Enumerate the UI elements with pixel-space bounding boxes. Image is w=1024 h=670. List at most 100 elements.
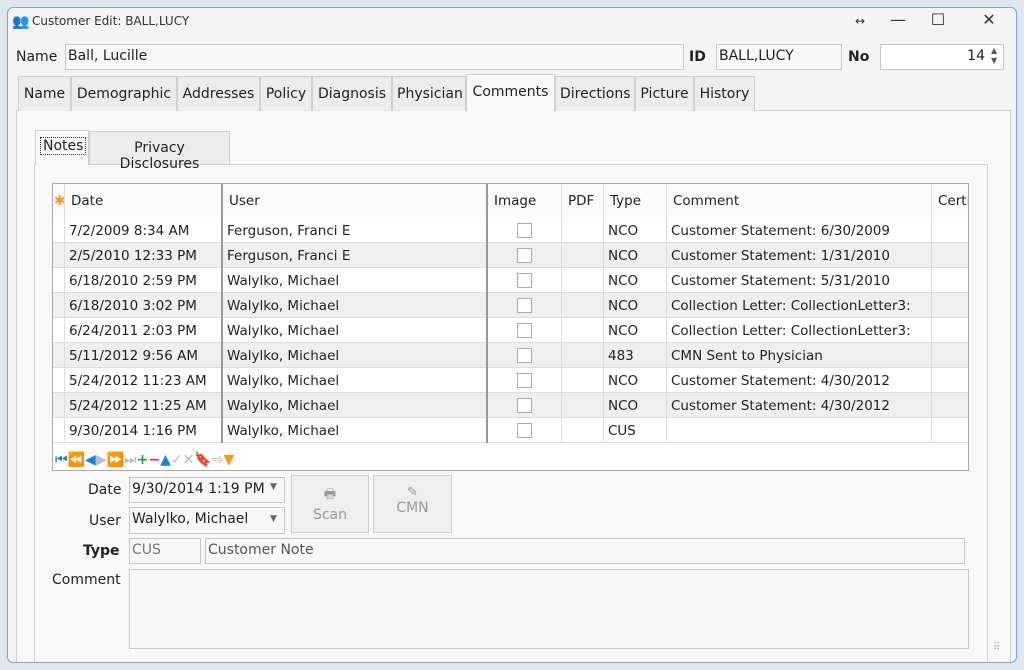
image-checkbox[interactable] [517, 273, 532, 288]
edit-icon[interactable]: ▲ [160, 452, 171, 468]
image-checkbox-cell [488, 393, 562, 418]
cell-type: NCO [604, 368, 667, 393]
scan-button[interactable]: 🖶 Scan [291, 475, 369, 533]
cell-type: NCO [604, 218, 667, 243]
col-date[interactable]: Date [65, 184, 223, 218]
empty-cell [932, 418, 968, 443]
goto-bookmark-icon[interactable]: ⇨ [211, 452, 224, 468]
type-code-select[interactable]: CUS [129, 538, 201, 564]
prev-record-icon[interactable]: ◀ [85, 452, 96, 468]
next-record-icon[interactable]: ▶ [95, 452, 107, 468]
subtab-privacy-disclosures[interactable]: Privacy Disclosures [89, 131, 230, 172]
cell-comment: Customer Statement: 6/30/2009 [667, 218, 932, 243]
user-dropdown-icon[interactable]: ▼ [270, 514, 277, 524]
cell-comment: Customer Statement: 1/31/2010 [667, 243, 932, 268]
table-row[interactable]: 6/18/2010 2:59 PM Walylko, Michael NCO Cust… [53, 268, 968, 293]
col-comment[interactable]: Comment [667, 184, 932, 218]
table-row[interactable]: 5/11/2012 9:56 AM Walylko, Michael 483 CMN … [53, 343, 968, 368]
col-pdf[interactable]: PDF [562, 184, 604, 218]
close-button[interactable]: ✕ [982, 10, 996, 29]
delete-icon[interactable]: − [148, 452, 161, 468]
cell-user: Walylko, Michael [223, 368, 488, 393]
resize-icon[interactable]: ↔ [854, 14, 866, 28]
tab-addresses[interactable]: Addresses [177, 76, 260, 111]
image-checkbox[interactable] [517, 398, 532, 413]
empty-cell [562, 268, 604, 293]
date-picker[interactable]: 9/30/2014 1:19 PM [129, 477, 285, 503]
name-field[interactable]: Ball, Lucille [65, 44, 684, 70]
row-indicator [53, 243, 65, 268]
empty-cell [562, 293, 604, 318]
image-checkbox[interactable] [517, 298, 532, 313]
image-checkbox[interactable] [517, 248, 532, 263]
row-indicator [53, 318, 65, 343]
scanner-icon: 🖶 [323, 487, 337, 502]
image-checkbox-cell [488, 418, 562, 443]
table-row[interactable]: 6/18/2010 3:02 PM Walylko, Michael NCO Coll… [53, 293, 968, 318]
table-row[interactable]: 5/24/2012 11:25 AM Walylko, Michael NCO Cus… [53, 393, 968, 418]
cell-comment: Customer Statement: 4/30/2012 [667, 368, 932, 393]
table-row[interactable]: 5/24/2012 11:23 AM Walylko, Michael NCO Cus… [53, 368, 968, 393]
empty-cell [562, 318, 604, 343]
maximize-button[interactable]: ☐ [930, 10, 946, 29]
edit-document-icon: ✎ [407, 485, 418, 500]
image-checkbox[interactable] [517, 323, 532, 338]
cell-user: Walylko, Michael [223, 293, 488, 318]
table-row[interactable]: 9/30/2014 1:16 PM Walylko, Michael CUS [53, 418, 968, 443]
empty-cell [932, 368, 968, 393]
table-row[interactable]: 6/24/2011 2:03 PM Walylko, Michael NCO Coll… [53, 318, 968, 343]
comment-textarea[interactable] [129, 569, 969, 649]
id-field[interactable]: BALL,LUCY [716, 44, 842, 70]
cancel-icon[interactable]: ✕ [182, 452, 195, 468]
table-row[interactable]: 2/5/2010 12:33 PM Ferguson, Franci E NCO Cu… [53, 243, 968, 268]
resize-grip-icon[interactable]: ⠿ [993, 642, 1001, 653]
user-select[interactable]: Walylko, Michael [129, 507, 285, 534]
col-user[interactable]: User [223, 184, 488, 218]
empty-cell [932, 268, 968, 293]
tab-directions[interactable]: Directions [555, 76, 635, 111]
cell-type: NCO [604, 243, 667, 268]
tab-history[interactable]: History [694, 76, 755, 111]
tab-diagnosis[interactable]: Diagnosis [312, 76, 392, 111]
cmn-button[interactable]: ✎ CMN [373, 475, 452, 533]
tab-demographic[interactable]: Demographic [71, 76, 177, 111]
cell-date: 5/24/2012 11:23 AM [65, 368, 223, 393]
subtab-notes[interactable]: Notes [35, 130, 89, 165]
table-row[interactable]: 7/2/2009 8:34 AM Ferguson, Franci E NCO Cus… [53, 218, 968, 243]
tab-policy[interactable]: Policy [260, 76, 312, 111]
filter-icon[interactable]: ▼ [223, 452, 235, 468]
tab-name[interactable]: Name [18, 76, 71, 111]
date-label: Date [88, 482, 122, 498]
row-indicator [53, 418, 65, 443]
cell-comment [667, 418, 932, 443]
cell-date: 6/18/2010 3:02 PM [65, 293, 223, 318]
next-page-icon[interactable]: ⏩ [106, 452, 125, 468]
col-certi[interactable]: Certi [932, 184, 968, 218]
stepper-arrows-icon[interactable]: ▲ ▼ [991, 46, 998, 65]
tab-comments[interactable]: Comments [466, 74, 555, 112]
last-record-icon[interactable]: ⏭ [124, 452, 137, 468]
col-image[interactable]: Image [488, 184, 562, 218]
image-checkbox[interactable] [517, 223, 532, 238]
row-indicator [53, 393, 65, 418]
name-label: Name [16, 49, 58, 65]
grid-header: ✱ Date User Image PDF Type Comment Certi [53, 184, 968, 218]
first-record-icon[interactable]: ⏮ [55, 452, 68, 468]
col-type[interactable]: Type [604, 184, 667, 218]
minimize-button[interactable]: — [890, 10, 906, 29]
tab-physician[interactable]: Physician [392, 76, 466, 111]
image-checkbox[interactable] [517, 423, 532, 438]
image-checkbox[interactable] [517, 373, 532, 388]
empty-cell [562, 393, 604, 418]
type-desc-select[interactable]: Customer Note [205, 538, 965, 564]
bookmark-icon[interactable]: 🔖 [194, 452, 212, 468]
tab-picture[interactable]: Picture [635, 76, 694, 111]
date-dropdown-icon[interactable]: ▼ [270, 482, 277, 492]
cell-type: NCO [604, 318, 667, 343]
prev-page-icon[interactable]: ⏪ [67, 452, 86, 468]
confirm-icon[interactable]: ✓ [170, 452, 183, 468]
image-checkbox[interactable] [517, 348, 532, 363]
no-stepper[interactable]: 14 [880, 44, 1004, 70]
cell-comment: Customer Statement: 5/31/2010 [667, 268, 932, 293]
add-icon[interactable]: + [136, 452, 149, 468]
